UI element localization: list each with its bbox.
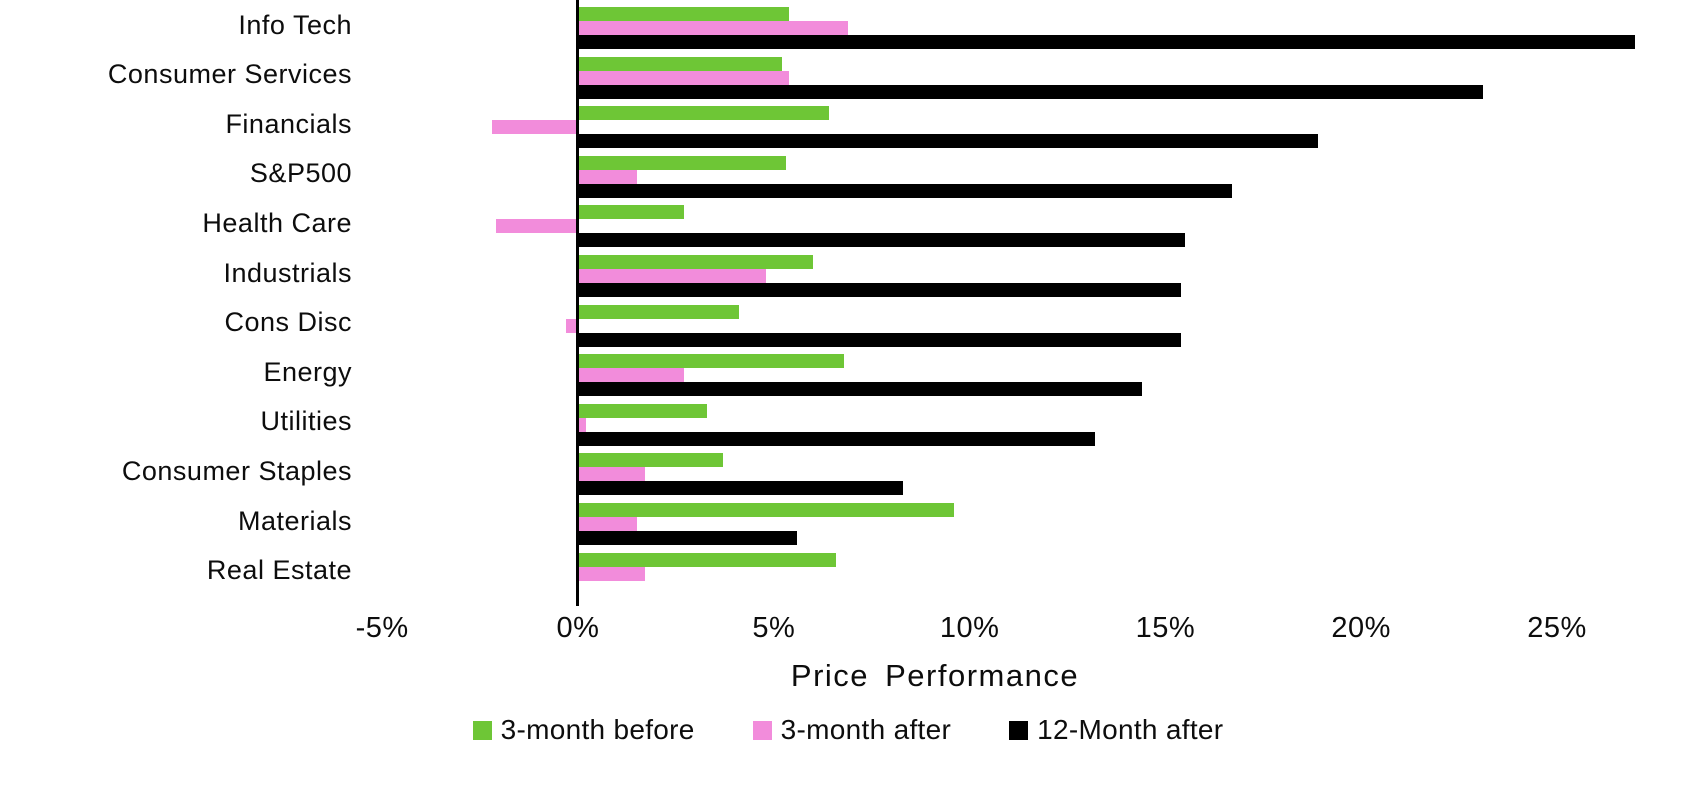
category-label: Utilities — [260, 406, 352, 437]
legend: 3-month before 3-month after 12-Month af… — [0, 714, 1696, 746]
category-label: Industrials — [223, 257, 352, 288]
bar-3-month-before — [578, 205, 684, 220]
bar-3-month-after — [578, 21, 849, 35]
bar-3-month-after — [566, 318, 578, 333]
bar-3-month-before — [578, 56, 782, 71]
category-label: Health Care — [202, 207, 352, 238]
category-label: Energy — [263, 356, 352, 387]
bar-12-month-after — [578, 84, 1483, 99]
bar-3-month-after — [578, 368, 684, 383]
x-tick-label: 15% — [1135, 612, 1196, 644]
bar-12-month-after — [578, 183, 1232, 198]
bar-3-month-after — [495, 219, 578, 234]
category-label: Financials — [225, 108, 352, 139]
x-tick-label: 0% — [556, 612, 600, 644]
bar-3-month-before — [578, 403, 708, 418]
bar-12-month-after — [578, 382, 1142, 397]
bar-12-month-after — [578, 233, 1185, 248]
bar-3-month-before — [578, 155, 786, 170]
x-tick-label: 5% — [752, 612, 796, 644]
category-label: Materials — [237, 505, 352, 536]
legend-item-3-month-before: 3-month before — [472, 714, 695, 746]
legend-item-3-month-after: 3-month after — [752, 714, 952, 746]
category-label: Consumer Services — [107, 59, 352, 90]
bar-12-month-after — [578, 431, 1095, 446]
bar-3-month-after — [491, 120, 578, 135]
x-tick-label: 20% — [1331, 612, 1391, 644]
category-label: Cons Disc — [224, 307, 352, 338]
category-label: Consumer Staples — [121, 455, 352, 486]
legend-swatch-green-icon — [472, 720, 492, 740]
x-tick-label: 10% — [939, 612, 1000, 644]
bar-12-month-after — [578, 531, 798, 545]
x-axis-title: Price Performance — [790, 658, 1080, 693]
legend-label: 12-Month after — [1037, 714, 1224, 745]
x-tick-label: -5% — [355, 612, 409, 644]
legend-swatch-pink-icon — [752, 720, 772, 740]
bar-3-month-before — [578, 503, 954, 517]
bar-12-month-after — [578, 481, 904, 496]
legend-label: 3-month after — [780, 714, 952, 745]
bar-12-month-after — [578, 332, 1182, 347]
category-label: Info Tech — [238, 9, 352, 40]
bar-3-month-after — [578, 417, 586, 432]
bar-3-month-after — [578, 269, 766, 283]
legend-label: 3-month before — [500, 714, 695, 745]
bar-12-month-after — [578, 283, 1182, 297]
bar-3-month-before — [578, 255, 813, 269]
bar-3-month-after — [578, 517, 637, 531]
bar-3-month-before — [578, 453, 723, 468]
legend-swatch-black-icon — [1009, 720, 1029, 740]
bar-3-month-after — [578, 566, 645, 581]
bar-3-month-after — [578, 169, 637, 184]
bar-12-month-after — [578, 35, 1636, 49]
bar-3-month-before — [578, 354, 845, 369]
category-label: Real Estate — [206, 555, 352, 586]
legend-item-12-month-after: 12-Month after — [1009, 714, 1223, 746]
bar-3-month-after — [578, 467, 645, 482]
bar-3-month-after — [578, 70, 790, 85]
bar-12-month-after — [578, 134, 1319, 149]
bar-3-month-before — [578, 106, 829, 121]
bar-3-month-before — [578, 304, 739, 319]
bar-3-month-before — [578, 7, 790, 21]
bar-3-month-before — [578, 552, 837, 567]
zero-axis-line — [576, 0, 579, 606]
category-label: S&P500 — [249, 158, 352, 189]
x-tick-label: 25% — [1527, 612, 1587, 644]
